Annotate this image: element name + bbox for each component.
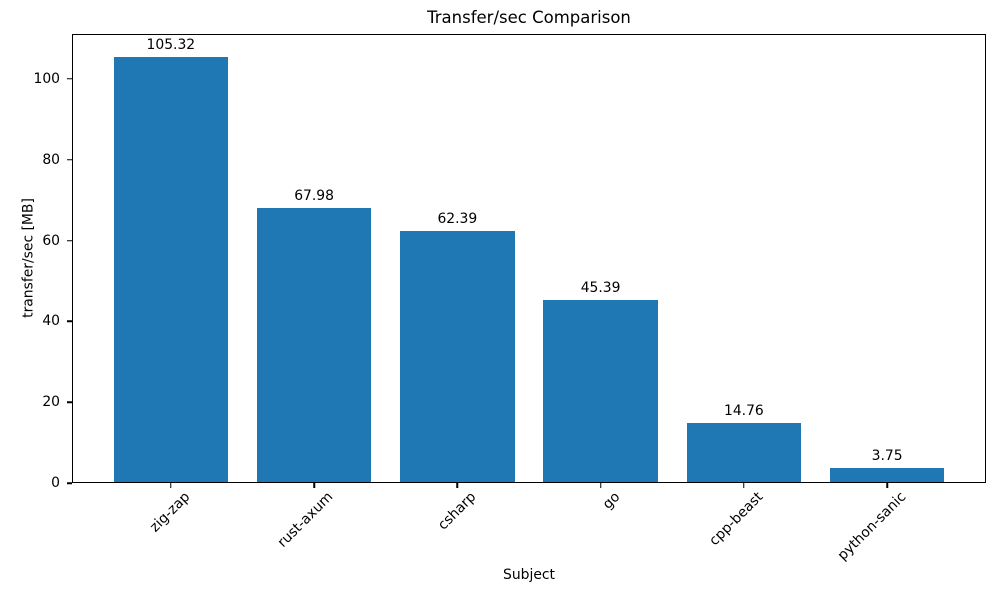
x-tick-mark xyxy=(170,483,172,488)
x-tick-label-zig-zap: zig-zap xyxy=(146,489,194,536)
y-tick-mark xyxy=(67,158,72,161)
bar-go xyxy=(543,299,658,483)
bar-group-cpp-beast: 14.76 xyxy=(686,34,802,483)
bar-value-label-csharp: 62.39 xyxy=(437,210,478,227)
y-tick-mark xyxy=(67,401,72,403)
bar-value-label-rust-axum: 67.98 xyxy=(294,188,334,205)
bar-value-label-zig-zap: 105.32 xyxy=(146,37,196,54)
bar-value-label-go: 45.39 xyxy=(580,279,621,296)
x-tick-label-go: go xyxy=(599,489,623,513)
plot-area: 105.32 67.98 62.39 45.39 14.76 3.75 xyxy=(72,34,986,483)
bar-python-sanic xyxy=(829,467,945,483)
bar-csharp xyxy=(400,230,515,483)
x-tick-label-rust-axum: rust-axum xyxy=(274,489,337,551)
y-tick-label-100: 100 xyxy=(33,70,60,87)
x-tick-mark xyxy=(313,483,315,488)
y-tick-label-40: 40 xyxy=(42,313,60,330)
y-tick-label-60: 60 xyxy=(42,232,60,249)
y-tick-label-80: 80 xyxy=(42,151,60,168)
bar-group-python-sanic: 3.75 xyxy=(829,34,945,483)
bar-group-go: 45.39 xyxy=(543,34,658,483)
y-tick-label-0: 0 xyxy=(51,475,60,491)
y-axis-label: transfer/sec [MB] xyxy=(20,198,37,318)
x-axis-label: Subject xyxy=(503,567,555,583)
bar-zig-zap xyxy=(113,57,229,483)
bar-value-label-python-sanic: 3.75 xyxy=(871,447,903,464)
chart-title: Transfer/sec Comparison xyxy=(427,8,631,27)
bar-cpp-beast xyxy=(686,423,802,483)
bar-value-label-cpp-beast: 14.76 xyxy=(723,403,764,420)
y-tick-label-20: 20 xyxy=(42,394,60,411)
x-tick-mark xyxy=(456,483,459,488)
x-tick-label-python-sanic: python-sanic xyxy=(834,489,910,564)
x-tick-mark xyxy=(599,483,602,488)
bar-group-zig-zap: 105.32 xyxy=(113,34,229,483)
y-tick-mark xyxy=(67,78,72,80)
x-tick-mark xyxy=(743,483,745,488)
x-tick-label-cpp-beast: cpp-beast xyxy=(706,489,767,549)
x-tick-mark xyxy=(886,483,888,488)
y-tick-mark xyxy=(67,482,72,484)
bar-rust-axum xyxy=(256,208,372,483)
bar-group-csharp: 62.39 xyxy=(400,34,515,483)
bar-group-rust-axum: 67.98 xyxy=(256,34,372,483)
x-tick-label-csharp: csharp xyxy=(435,489,480,534)
y-tick-mark xyxy=(67,320,72,323)
y-tick-mark xyxy=(67,239,72,242)
